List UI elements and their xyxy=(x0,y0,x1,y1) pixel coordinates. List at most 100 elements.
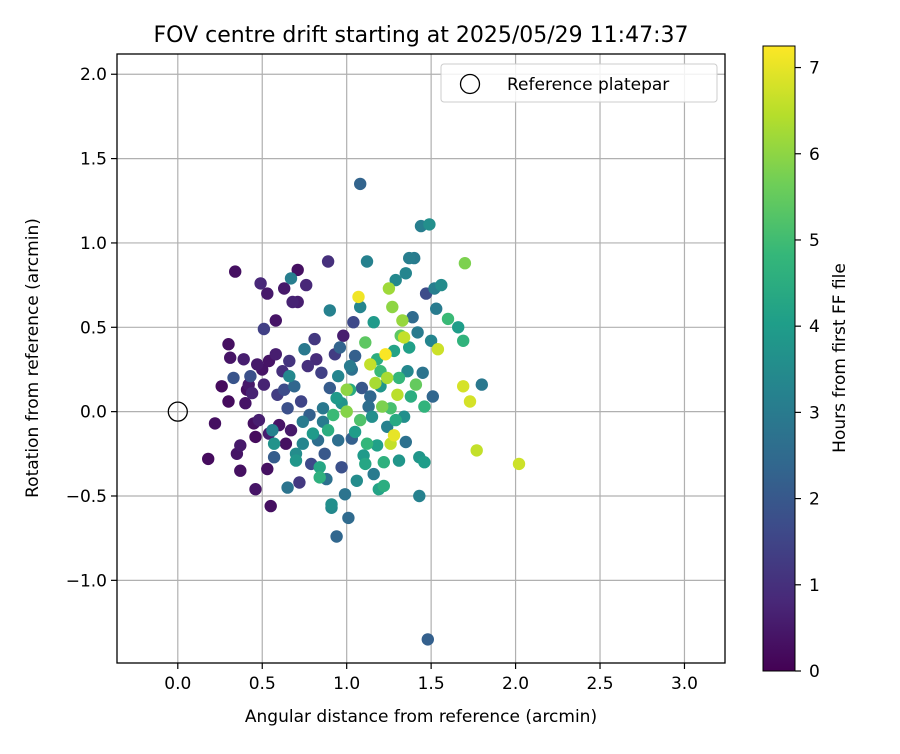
data-point xyxy=(389,413,402,427)
data-point xyxy=(306,427,320,440)
legend-box xyxy=(440,63,718,103)
data-point xyxy=(452,321,465,334)
data-point xyxy=(249,483,262,496)
data-point xyxy=(354,413,367,427)
data-point xyxy=(284,424,298,437)
data-point xyxy=(470,444,483,457)
data-point xyxy=(289,454,303,467)
data-point xyxy=(413,489,426,503)
data-point xyxy=(269,348,282,361)
data-point xyxy=(348,425,362,439)
y-axis-label: Rotation from reference (arcmin) xyxy=(23,218,43,498)
data-point xyxy=(278,282,291,295)
data-point xyxy=(245,386,259,400)
data-point xyxy=(296,415,309,428)
data-point xyxy=(266,424,279,437)
plot-area xyxy=(116,53,726,664)
data-point xyxy=(352,290,365,304)
data-point xyxy=(294,395,308,408)
colorbar-tick-label: 3 xyxy=(809,403,820,423)
data-point xyxy=(354,177,367,191)
data-point xyxy=(426,390,439,403)
data-point xyxy=(308,332,321,346)
data-point xyxy=(267,451,281,464)
data-point xyxy=(239,397,252,410)
data-point xyxy=(284,272,298,285)
colorbar-tick-label: 0 xyxy=(809,662,820,682)
data-point xyxy=(360,437,374,450)
data-point xyxy=(257,322,271,336)
data-point xyxy=(325,498,338,511)
data-point xyxy=(362,400,375,413)
x-tick-label: 2.0 xyxy=(502,674,529,694)
data-point xyxy=(278,383,291,396)
data-point xyxy=(321,255,335,268)
data-point xyxy=(323,381,336,395)
data-point xyxy=(208,417,222,430)
data-point xyxy=(364,390,377,403)
data-point xyxy=(458,257,472,270)
data-point xyxy=(423,218,436,231)
x-tick-label: 0.0 xyxy=(164,674,191,694)
x-tick-label: 3.0 xyxy=(671,674,698,694)
chart-title: FOV centre drift starting at 2025/05/29 … xyxy=(154,23,689,48)
colorbar-tick-label: 7 xyxy=(809,59,820,79)
data-point xyxy=(457,334,470,347)
data-point xyxy=(354,300,367,314)
data-point xyxy=(298,343,311,356)
data-point xyxy=(404,390,418,403)
data-point xyxy=(343,359,357,373)
data-point xyxy=(340,383,353,396)
data-point xyxy=(234,464,247,477)
data-point xyxy=(377,456,390,469)
data-point xyxy=(337,329,350,342)
data-point xyxy=(279,437,293,450)
data-point xyxy=(264,499,277,513)
data-point xyxy=(252,413,266,427)
data-point xyxy=(387,429,401,442)
y-tick-label: −1.0 xyxy=(66,571,107,591)
data-point xyxy=(367,316,380,329)
y-tick-label: 1.0 xyxy=(80,234,107,254)
y-tick-label: 0.0 xyxy=(80,403,107,423)
data-point xyxy=(254,277,267,290)
colorbar-ticks: 0 1 2 3 4 5 6 7 xyxy=(795,59,820,682)
data-point xyxy=(397,331,411,344)
legend-label-reference: Reference platepar xyxy=(507,75,669,95)
data-point xyxy=(257,378,271,391)
colorbar-tick-label: 5 xyxy=(809,231,820,251)
data-point xyxy=(396,314,409,327)
data-point xyxy=(237,353,250,366)
y-tick-label: 2.0 xyxy=(80,65,107,85)
data-point xyxy=(364,358,377,371)
data-point xyxy=(332,434,345,447)
data-point xyxy=(283,354,296,368)
data-point xyxy=(332,370,345,383)
legend: Reference platepar xyxy=(440,63,718,103)
data-point xyxy=(359,336,372,349)
data-point xyxy=(251,358,264,371)
colorbar-tick-label: 1 xyxy=(809,576,820,596)
data-point xyxy=(435,278,448,292)
data-point xyxy=(379,348,392,361)
data-point xyxy=(416,366,429,379)
data-point xyxy=(333,341,347,354)
data-point xyxy=(392,371,406,385)
data-point xyxy=(323,304,336,317)
data-point xyxy=(222,395,235,408)
data-point xyxy=(389,273,402,287)
data-point xyxy=(313,461,326,474)
data-point xyxy=(391,388,404,401)
data-point xyxy=(269,314,282,327)
colorbar xyxy=(762,45,796,672)
data-point xyxy=(234,439,247,452)
data-point xyxy=(359,457,372,471)
y-axis-ticks: −1.0 −0.5 0.0 0.5 1.0 1.5 2.0 xyxy=(66,65,117,591)
legend-marker-reference xyxy=(459,73,481,95)
data-point xyxy=(365,410,379,423)
data-point xyxy=(316,402,330,415)
y-tick-label: 0.5 xyxy=(80,318,107,338)
x-tick-label: 1.5 xyxy=(418,674,445,694)
data-point xyxy=(347,316,360,329)
